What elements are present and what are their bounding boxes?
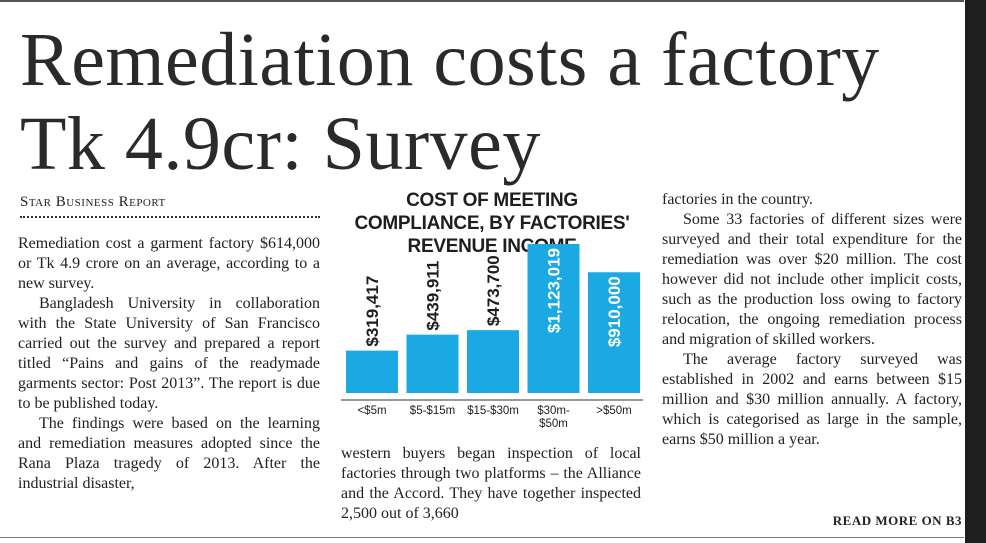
paragraph: The average factory surveyed was establi… bbox=[662, 351, 962, 448]
category-label: $15-$30m bbox=[467, 405, 519, 417]
bar-3 bbox=[527, 244, 580, 393]
bar-value-label: $319,417 bbox=[363, 276, 382, 347]
category-label: <$5m bbox=[357, 405, 386, 417]
bar-value-label: $473,700 bbox=[484, 255, 503, 326]
bar-1 bbox=[406, 334, 459, 393]
bar-2 bbox=[467, 330, 519, 393]
paragraph: western buyers began inspection of local… bbox=[341, 445, 641, 522]
column-3: factories in the country. Some 33 factor… bbox=[662, 190, 962, 450]
bottom-rule bbox=[0, 537, 964, 538]
category-label: $50m bbox=[539, 418, 568, 430]
bar-value-label: $910,000 bbox=[605, 276, 624, 347]
paragraph: factories in the country. bbox=[662, 191, 813, 208]
page-edge bbox=[965, 0, 986, 543]
bar-0 bbox=[346, 350, 398, 393]
paragraph: Some 33 factories of different sizes wer… bbox=[662, 211, 962, 348]
bar-chart: $319,417 <$5m $439,911 $5-$15m $473,700 $15-$… bbox=[341, 234, 643, 434]
category-label: >$50m bbox=[596, 405, 631, 417]
paragraph: The findings were based on the learning … bbox=[18, 415, 320, 492]
paragraph: Remediation cost a garment factory $614,… bbox=[18, 235, 320, 292]
paragraph: Bangladesh University in collaboration w… bbox=[18, 295, 320, 412]
chart-title: COST OF MEETING COMPLIANCE, BY FACTORIES… bbox=[354, 190, 630, 257]
column-2: western buyers began inspection of local… bbox=[341, 444, 641, 524]
category-label: $30m- bbox=[537, 405, 570, 417]
read-more-link[interactable]: READ MORE ON B3 bbox=[832, 513, 962, 528]
headline: Remediation costs a factory Tk 4.9cr: Su… bbox=[20, 18, 880, 186]
byline-divider bbox=[20, 216, 320, 218]
byline: Star Business Report bbox=[20, 194, 166, 210]
bar-4 bbox=[588, 272, 640, 393]
chart-svg: $319,417 <$5m $439,911 $5-$15m $473,700 $15-$… bbox=[341, 244, 643, 430]
top-rule bbox=[0, 0, 964, 2]
bar-value-label: $439,911 bbox=[424, 261, 443, 331]
category-label: $5-$15m bbox=[410, 405, 455, 417]
column-1: Remediation cost a garment factory $614,… bbox=[18, 234, 320, 494]
bar-value-label: $1,123,019 bbox=[545, 248, 564, 333]
